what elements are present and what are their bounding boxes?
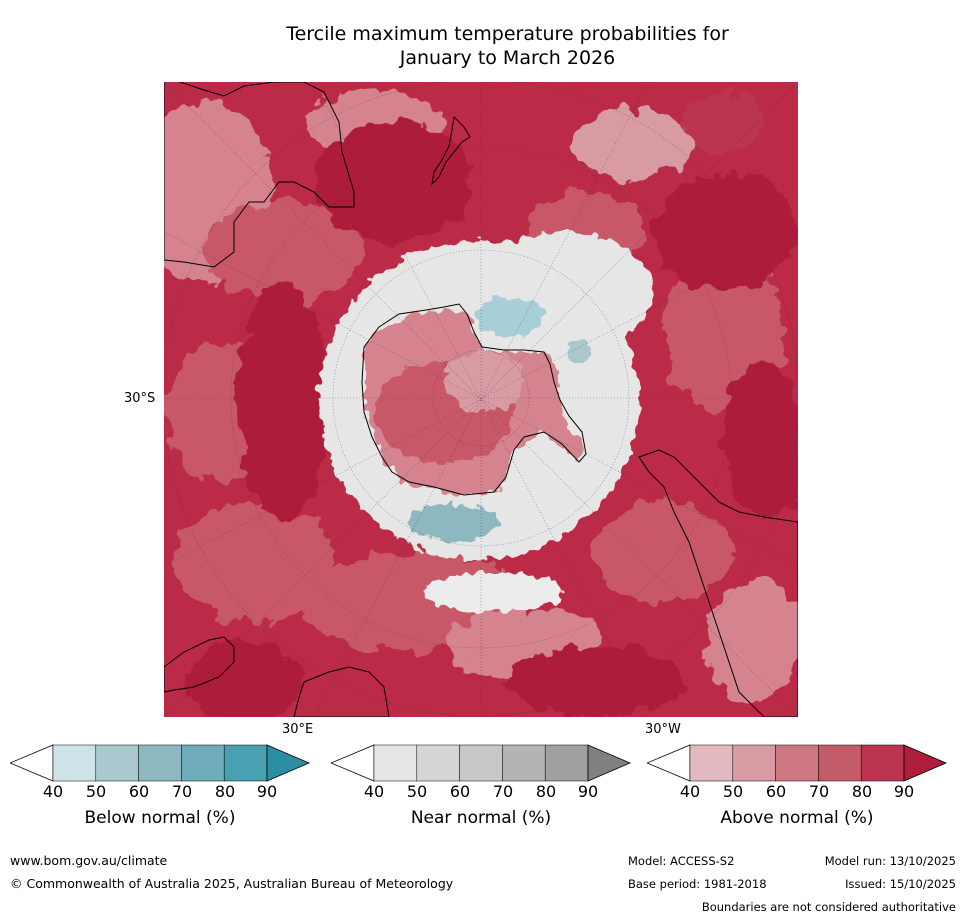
tick: 50 xyxy=(722,782,744,801)
tick: 40 xyxy=(363,782,385,801)
tick: 70 xyxy=(492,782,514,801)
new-zealand-outline xyxy=(431,115,471,186)
colorbar-swatch xyxy=(818,744,862,782)
model-name: Model: ACCESS-S2 xyxy=(628,854,735,868)
tick: 60 xyxy=(765,782,787,801)
title-line-2: January to March 2026 xyxy=(399,47,616,69)
colorbar-arrow-low xyxy=(331,744,375,782)
colorbar-swatch xyxy=(223,744,268,782)
colorbar-near-swatches xyxy=(331,744,631,782)
colorbar-swatch xyxy=(689,744,734,782)
colorbar-above-title: Above normal (%) xyxy=(720,808,874,828)
antarctica-outline xyxy=(361,303,587,496)
tick: 80 xyxy=(214,782,236,801)
boundary-disclaimer: Boundaries are not considered authoritat… xyxy=(701,900,956,914)
colorbar-swatch xyxy=(95,744,139,782)
colorbar-arrow-low xyxy=(10,744,54,782)
colorbar-below-swatches xyxy=(10,744,310,782)
colorbar-swatch xyxy=(181,744,225,782)
colorbar-swatch xyxy=(459,744,503,782)
colorbar-swatch xyxy=(416,744,460,782)
tick: 80 xyxy=(851,782,873,801)
colorbar-swatch xyxy=(502,744,546,782)
colorbar-above-normal xyxy=(647,744,947,782)
colorbar-below-title: Below normal (%) xyxy=(84,808,236,828)
tick: 60 xyxy=(128,782,150,801)
model-run: Model run: 13/10/2025 xyxy=(824,854,956,868)
south-america-outline xyxy=(638,449,798,717)
africa-outline xyxy=(164,636,235,693)
map-title: Tercile maximum temperature probabilitie… xyxy=(160,22,855,70)
colorbar-swatch xyxy=(544,744,589,782)
issued-date: Issued: 15/10/2025 xyxy=(845,877,956,891)
lat-label-30s: 30°S xyxy=(124,391,156,406)
tick: 50 xyxy=(85,782,107,801)
base-period: Base period: 1981-2018 xyxy=(628,877,767,891)
website-link[interactable]: www.bom.gov.au/climate xyxy=(10,853,168,868)
probability-map xyxy=(164,82,798,717)
tick: 50 xyxy=(406,782,428,801)
graticule xyxy=(164,82,798,717)
tick: 90 xyxy=(893,782,915,801)
tick: 70 xyxy=(808,782,830,801)
colorbar-near-title: Near normal (%) xyxy=(410,808,552,828)
lon-label-30e: 30°E xyxy=(282,722,314,737)
tick: 90 xyxy=(256,782,278,801)
madagascar-outline xyxy=(293,666,390,717)
colorbar-below-normal xyxy=(10,744,310,782)
colorbar-swatch xyxy=(775,744,819,782)
colorbar-swatch xyxy=(373,744,418,782)
title-line-1: Tercile maximum temperature probabilitie… xyxy=(286,23,729,45)
tick: 60 xyxy=(449,782,471,801)
colorbar-arrow-low xyxy=(647,744,691,782)
australia-outline xyxy=(164,82,355,268)
colorbar-swatch xyxy=(860,744,905,782)
copyright: © Commonwealth of Australia 2025, Austra… xyxy=(10,876,454,891)
colorbar-arrow-high xyxy=(266,744,310,782)
high-probability-patches xyxy=(184,122,798,717)
colorbar-above-swatches xyxy=(647,744,947,782)
tick: 90 xyxy=(577,782,599,801)
below-normal-patches xyxy=(409,297,591,540)
tick: 40 xyxy=(679,782,701,801)
colorbar-arrow-high xyxy=(903,744,947,782)
colorbar-swatch xyxy=(732,744,776,782)
colorbar-arrow-high xyxy=(587,744,631,782)
colorbar-swatch xyxy=(138,744,182,782)
tick: 40 xyxy=(42,782,64,801)
tick: 70 xyxy=(171,782,193,801)
colorbar-swatch xyxy=(52,744,97,782)
colorbar-near-normal xyxy=(331,744,631,782)
map-canvas xyxy=(164,82,798,717)
tick: 80 xyxy=(535,782,557,801)
lon-label-30w: 30°W xyxy=(645,722,681,737)
